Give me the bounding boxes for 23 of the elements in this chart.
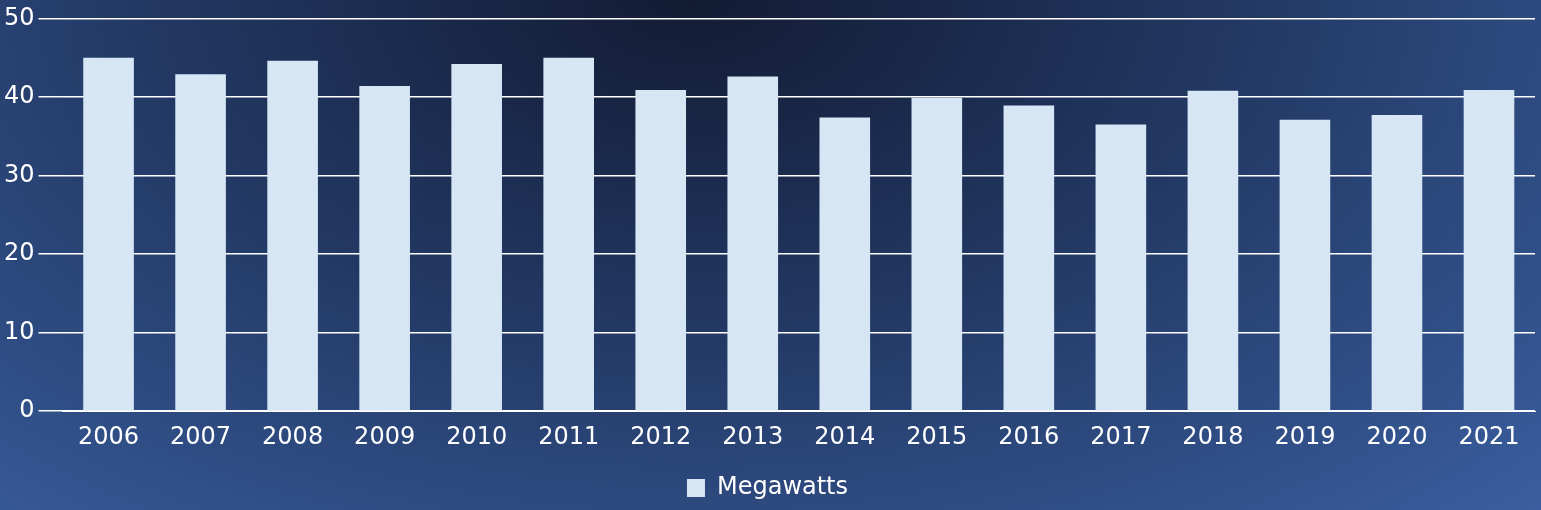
x-tick-label: 2016 [998,421,1060,450]
x-tick-label: 2018 [1182,421,1244,450]
x-tick-label: 2009 [354,421,416,450]
y-tick-label: 0 [19,395,35,424]
x-tick-label: 2010 [446,421,508,450]
x-tick-label: 2015 [906,421,968,450]
x-tick-label: 2006 [78,421,140,450]
x-tick-label: 2020 [1366,421,1428,450]
x-tick-label: 2021 [1458,421,1520,450]
x-tick-label: 2013 [722,421,784,450]
x-tick-label: 2017 [1090,421,1152,450]
legend-label: Megawatts [716,472,849,501]
x-tick-label: 2019 [1274,421,1336,450]
y-tick-label: 20 [3,238,35,267]
x-tick-label: 2008 [262,421,324,450]
x-tick-label: 2012 [630,421,692,450]
x-tick-label: 2014 [814,421,876,450]
y-tick-label: 10 [3,316,35,345]
y-tick-label: 50 [3,2,35,31]
y-tick-label: 40 [3,81,35,110]
x-tick-label: 2007 [170,421,232,450]
y-tick-label: 30 [3,159,35,188]
x-tick-label: 2011 [538,421,600,450]
